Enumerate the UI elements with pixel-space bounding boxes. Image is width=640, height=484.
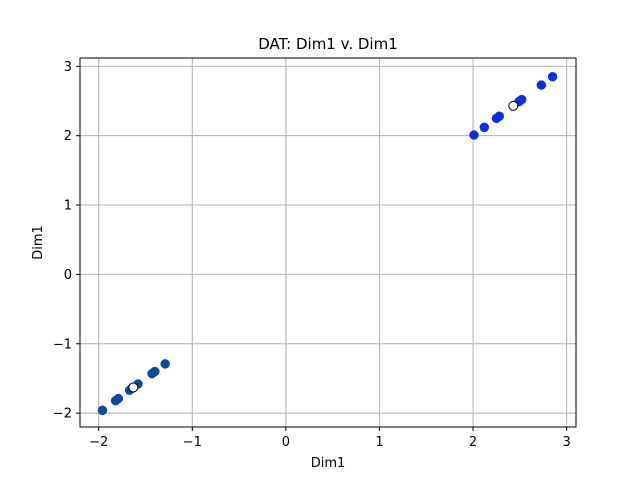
data-point — [469, 130, 479, 140]
x-tick-label: −1 — [183, 435, 202, 450]
data-point — [113, 393, 124, 404]
data-point — [150, 366, 160, 377]
x-tick-label: 0 — [282, 435, 290, 450]
data-point — [508, 100, 519, 111]
x-tick-label: 1 — [375, 435, 383, 450]
y-tick-label: 0 — [64, 268, 72, 283]
data-point — [536, 80, 547, 90]
data-point — [516, 94, 527, 105]
x-tick-label: 2 — [469, 435, 477, 450]
y-tick-label: 1 — [64, 199, 72, 214]
data-point — [479, 122, 490, 133]
data-point — [160, 359, 170, 369]
plot-frame — [79, 57, 577, 428]
y-tick-label: 2 — [64, 129, 72, 144]
y-tick-label: −2 — [53, 407, 72, 422]
chart-title: DAT: Dim1 v. Dim1 — [258, 35, 397, 53]
y-tick-label: 3 — [64, 60, 72, 75]
x-tick-label: 3 — [563, 435, 571, 450]
y-axis-label: Dim1 — [31, 225, 46, 260]
axis-ticks: −2 −1 0 1 2 3 −2 −1 0 1 2 3 — [53, 60, 571, 450]
y-tick-label: −1 — [53, 337, 72, 352]
data-point — [494, 111, 505, 122]
x-axis-label: Dim1 — [311, 456, 346, 471]
data-point — [547, 71, 558, 82]
data-point — [97, 405, 108, 416]
grid — [80, 58, 576, 427]
data-points — [97, 71, 558, 416]
data-point — [128, 382, 139, 393]
x-tick-label: −2 — [89, 435, 108, 450]
